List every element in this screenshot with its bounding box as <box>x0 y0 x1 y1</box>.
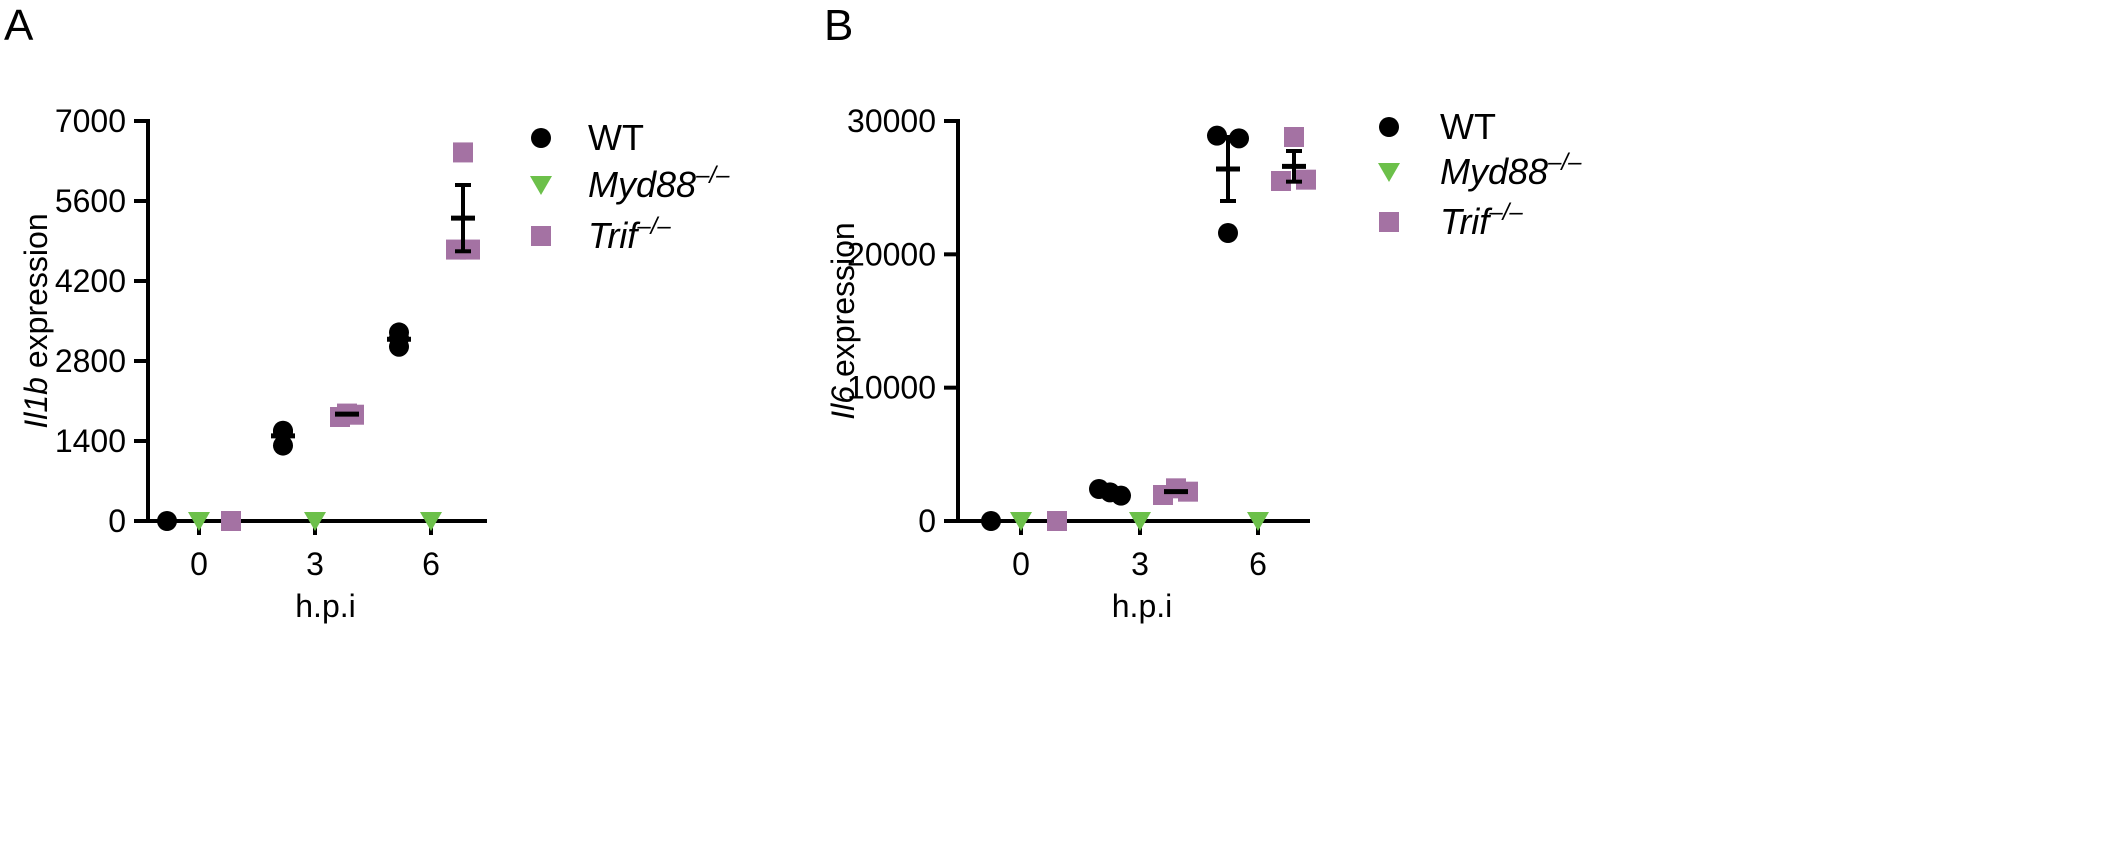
data-point <box>1153 485 1173 505</box>
data-point <box>188 512 210 531</box>
data-point <box>1284 127 1304 147</box>
y-tick-label: 0 <box>108 503 126 539</box>
series-trif <box>1047 127 1316 531</box>
data-point <box>1296 169 1316 190</box>
data-point <box>273 421 293 442</box>
legend-label: Myd88–/– <box>1440 149 1582 192</box>
legend-label: Trif–/– <box>588 213 671 256</box>
data-point <box>304 512 326 531</box>
data-point <box>453 142 473 163</box>
data-point <box>1218 223 1238 243</box>
legend-label: WT <box>1440 106 1496 147</box>
data-point <box>1247 512 1269 531</box>
x-tick-label: 0 <box>1012 546 1030 582</box>
data-point <box>221 511 241 531</box>
data-point <box>1129 512 1151 531</box>
legend-marker <box>1379 212 1399 232</box>
panel-a: A 0 1400 2800 4200 5600 7000 0 3 6 h.p.i Il1b expre… <box>4 1 730 624</box>
y-tick-label: 20000 <box>847 236 936 272</box>
y-axis-label-gene: Il1b <box>18 377 54 429</box>
data-point <box>1229 128 1249 149</box>
legend-superscript: –/– <box>695 162 730 189</box>
legend-name: WT <box>1440 106 1496 147</box>
y-tick-label: 5600 <box>55 183 126 219</box>
y-tick-label: 10000 <box>847 370 936 406</box>
x-tick-label: 0 <box>190 546 208 582</box>
data-point <box>1010 512 1032 531</box>
y-tick-label: 2800 <box>55 343 126 379</box>
series-trif <box>221 142 480 531</box>
y-axis-label: Il1b expression <box>18 213 54 428</box>
legend-label: Trif–/– <box>1440 199 1523 242</box>
y-tick-label: 1400 <box>55 423 126 459</box>
legend-superscript: –/– <box>1547 149 1582 176</box>
legend-marker <box>531 226 551 246</box>
series-wt <box>981 125 1249 531</box>
x-tick-label: 6 <box>422 546 440 582</box>
data-point <box>273 435 293 456</box>
data-point <box>981 511 1001 531</box>
y-tick-label: 7000 <box>55 103 126 139</box>
series-wt <box>157 322 411 531</box>
data-point <box>1207 125 1227 146</box>
legend-marker <box>531 128 551 148</box>
x-tick-label: 6 <box>1249 546 1267 582</box>
panel-letter: A <box>4 1 34 50</box>
y-tick-label: 30000 <box>847 103 936 139</box>
legend-label: Myd88–/– <box>588 162 730 205</box>
y-axis-label-text: expression <box>18 213 54 377</box>
legend-name: Myd88 <box>588 164 696 205</box>
data-point <box>1271 171 1291 191</box>
legend-marker <box>530 176 552 195</box>
legend-marker <box>1379 117 1399 137</box>
y-tick-label: 0 <box>918 503 936 539</box>
legend-marker <box>1378 163 1400 182</box>
y-axis-label-gene: Il6 <box>825 386 861 420</box>
legend-superscript: –/– <box>636 213 671 240</box>
panel-letter: B <box>824 1 853 50</box>
legend-name: Trif <box>1440 201 1493 242</box>
legend-name: WT <box>588 117 644 158</box>
legend-name: Trif <box>588 215 641 256</box>
y-tick-label: 4200 <box>55 263 126 299</box>
data-point <box>157 511 177 531</box>
panel-b: B 0 10000 20000 30000 0 3 6 h.p.i Il6 expression W… <box>824 1 1582 624</box>
x-tick-label: 3 <box>1131 546 1149 582</box>
legend-superscript: –/– <box>1488 199 1523 226</box>
x-tick-label: 3 <box>306 546 324 582</box>
y-axis-label-text: expression <box>825 222 861 386</box>
data-point <box>420 512 442 531</box>
series-myd88 <box>1010 512 1269 531</box>
x-axis-label: h.p.i <box>1112 588 1172 624</box>
x-axis-label: h.p.i <box>295 588 355 624</box>
legend-name: Myd88 <box>1440 151 1548 192</box>
data-point <box>1047 511 1067 531</box>
legend-label: WT <box>588 117 644 158</box>
series-myd88 <box>188 512 442 531</box>
y-axis-label: Il6 expression <box>825 222 861 419</box>
